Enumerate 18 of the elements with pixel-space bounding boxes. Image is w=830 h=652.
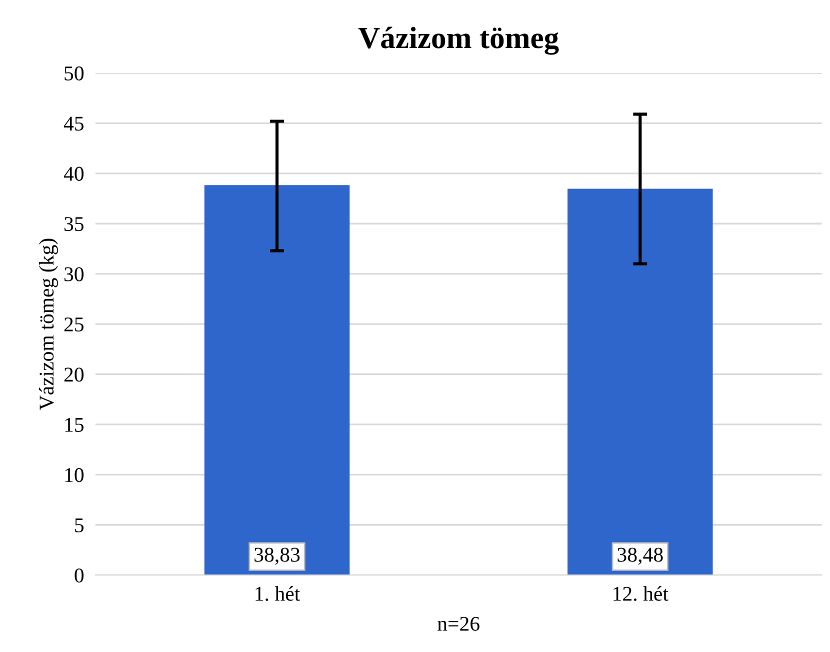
y-tick-label: 40 bbox=[64, 166, 84, 181]
x-tick-label: 1. hét bbox=[256, 586, 300, 601]
y-tick-label: 0 bbox=[74, 568, 84, 582]
y-tick-label: 45 bbox=[64, 116, 84, 131]
y-tick-label: 15 bbox=[65, 418, 84, 432]
y-tick-label: 35 bbox=[64, 217, 84, 232]
x-axis-title: n=26 bbox=[438, 616, 480, 631]
y-tick-label: 20 bbox=[64, 368, 84, 382]
y-tick-label: 50 bbox=[64, 66, 84, 80]
y-tick-label: 30 bbox=[64, 267, 84, 282]
y-axis-title: Vázizom tömeg (kg) bbox=[38, 238, 58, 410]
data-label: 38,83 bbox=[254, 548, 300, 565]
chart-title: Vázizom tömeg bbox=[358, 26, 559, 55]
y-tick-label: 5 bbox=[75, 518, 84, 532]
x-tick-label: 12. hét bbox=[614, 586, 668, 601]
data-label: 38,48 bbox=[618, 548, 663, 565]
y-tick-label: 25 bbox=[64, 317, 84, 332]
y-tick-label: 10 bbox=[65, 468, 84, 482]
